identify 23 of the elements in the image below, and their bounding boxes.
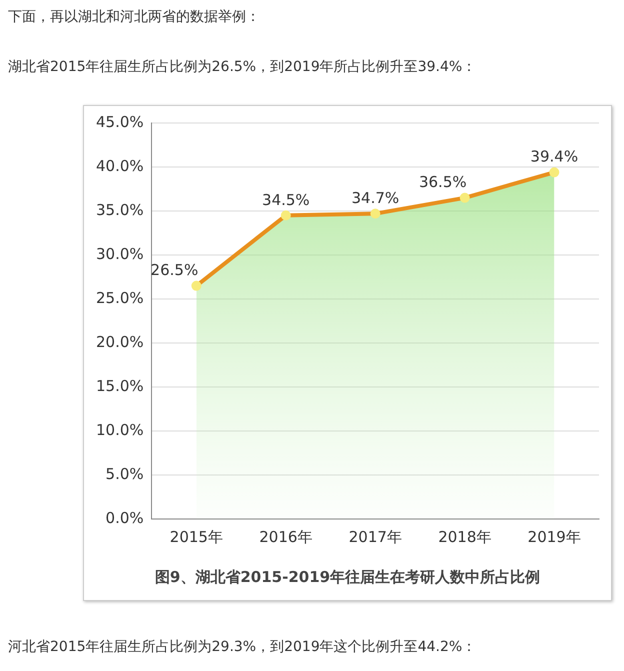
y-tick-label: 45.0% — [96, 112, 144, 131]
y-tick-label: 15.0% — [96, 376, 144, 395]
text: 下面，再以湖北和河北两省的数据举例： — [8, 8, 260, 26]
data-label: 34.5% — [262, 190, 310, 209]
x-tick-label: 2017年 — [348, 528, 402, 546]
y-tick-label: 0.0% — [106, 508, 144, 527]
y-tick-label: 30.0% — [96, 244, 144, 263]
y-tick-label: 40.0% — [96, 156, 144, 175]
data-label: 34.7% — [352, 189, 400, 208]
data-label: 39.4% — [530, 148, 578, 166]
x-tick-label: 2018年 — [438, 528, 492, 546]
data-label: 36.5% — [418, 173, 467, 192]
y-tick-label: 20.0% — [96, 332, 144, 351]
y-tick-label: 35.0% — [96, 200, 144, 219]
y-tick-label: 10.0% — [96, 420, 144, 439]
x-tick-label: 2015年 — [170, 528, 223, 546]
text: 图9、湖北省2015-2019年往届生在考研人数中所占比例 — [154, 568, 542, 587]
y-tick-label: 5.0% — [106, 464, 144, 483]
text: 湖北省2015年往届生所占比例为26.5%，到2019年所占比例升至39.4%： — [8, 58, 476, 76]
text: 河北省2015年往届生所占比例为29.3%，到2019年这个比例升至44.2%： — [8, 638, 476, 656]
x-tick-label: 2016年 — [259, 528, 312, 546]
y-tick-label: 25.0% — [96, 288, 144, 307]
x-tick-label: 2019年 — [528, 528, 581, 546]
